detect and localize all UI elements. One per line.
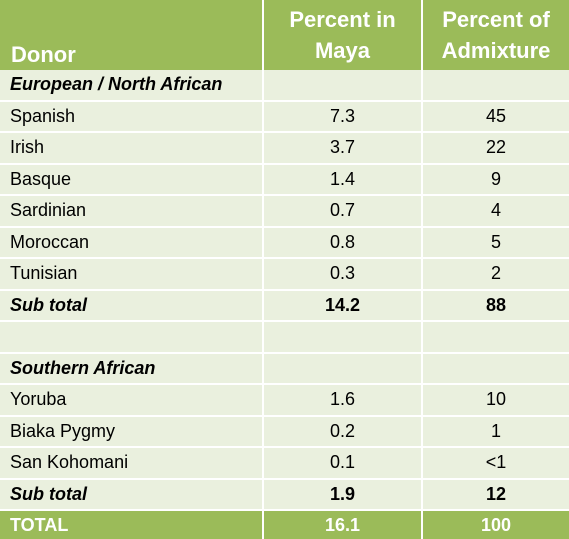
admix-cell: <1 — [422, 447, 569, 480]
total-label: TOTAL — [0, 510, 264, 539]
subtotal-row: Sub total 14.2 88 — [0, 289, 569, 322]
admix-cell: 4 — [422, 195, 569, 228]
donor-cell: Irish — [0, 132, 264, 165]
header-percent-of-admixture: Percent of Admixture — [422, 0, 569, 70]
table-row: Basque 1.4 9 — [0, 163, 569, 196]
section-row-european: European / North African — [0, 70, 569, 102]
admix-cell: 1 — [422, 415, 569, 448]
subtotal-label: Sub total — [0, 289, 264, 322]
maya-cell: 7.3 — [263, 100, 423, 133]
donor-cell: Moroccan — [0, 226, 264, 259]
table-row: Sardinian 0.7 4 — [0, 195, 569, 228]
subtotal-maya: 14.2 — [263, 289, 423, 322]
donor-cell: Biaka Pygmy — [0, 415, 264, 448]
donor-cell: San Kohomani — [0, 447, 264, 480]
section-title: European / North African — [0, 70, 264, 102]
header-donor: Donor — [0, 0, 264, 70]
donor-cell: Sardinian — [0, 195, 264, 228]
subtotal-row: Sub total 1.9 12 — [0, 478, 569, 511]
subtotal-admix: 88 — [422, 289, 569, 322]
admix-cell: 10 — [422, 384, 569, 417]
total-admix: 100 — [422, 510, 569, 539]
header-percent-in-maya: Percent in Maya — [263, 0, 423, 70]
table-row: San Kohomani 0.1 <1 — [0, 447, 569, 480]
table-row: Irish 3.7 22 — [0, 132, 569, 165]
table-row: Tunisian 0.3 2 — [0, 258, 569, 291]
admix-cell: 45 — [422, 100, 569, 133]
maya-cell: 3.7 — [263, 132, 423, 165]
maya-cell: 0.3 — [263, 258, 423, 291]
total-maya: 16.1 — [263, 510, 423, 539]
subtotal-maya: 1.9 — [263, 478, 423, 511]
table-row: Biaka Pygmy 0.2 1 — [0, 415, 569, 448]
admix-cell: 9 — [422, 163, 569, 196]
total-row: TOTAL 16.1 100 — [0, 510, 569, 539]
donor-cell: Basque — [0, 163, 264, 196]
section-title: Southern African — [0, 352, 264, 385]
maya-cell: 0.7 — [263, 195, 423, 228]
subtotal-admix: 12 — [422, 478, 569, 511]
subtotal-label: Sub total — [0, 478, 264, 511]
admix-cell: 2 — [422, 258, 569, 291]
donor-cell: Spanish — [0, 100, 264, 133]
maya-cell: 1.4 — [263, 163, 423, 196]
maya-cell: 1.6 — [263, 384, 423, 417]
table-row: Spanish 7.3 45 — [0, 100, 569, 133]
table-row: Yoruba 1.6 10 — [0, 384, 569, 417]
spacer-row — [0, 321, 569, 354]
maya-cell: 0.8 — [263, 226, 423, 259]
table-row: Moroccan 0.8 5 — [0, 226, 569, 259]
header-row: Donor Percent in Maya Percent of Admixture — [0, 0, 569, 70]
donor-cell: Tunisian — [0, 258, 264, 291]
donor-cell: Yoruba — [0, 384, 264, 417]
admix-cell: 22 — [422, 132, 569, 165]
maya-cell: 0.1 — [263, 447, 423, 480]
section-row-southern-african: Southern African — [0, 352, 569, 385]
admix-cell: 5 — [422, 226, 569, 259]
maya-cell: 0.2 — [263, 415, 423, 448]
